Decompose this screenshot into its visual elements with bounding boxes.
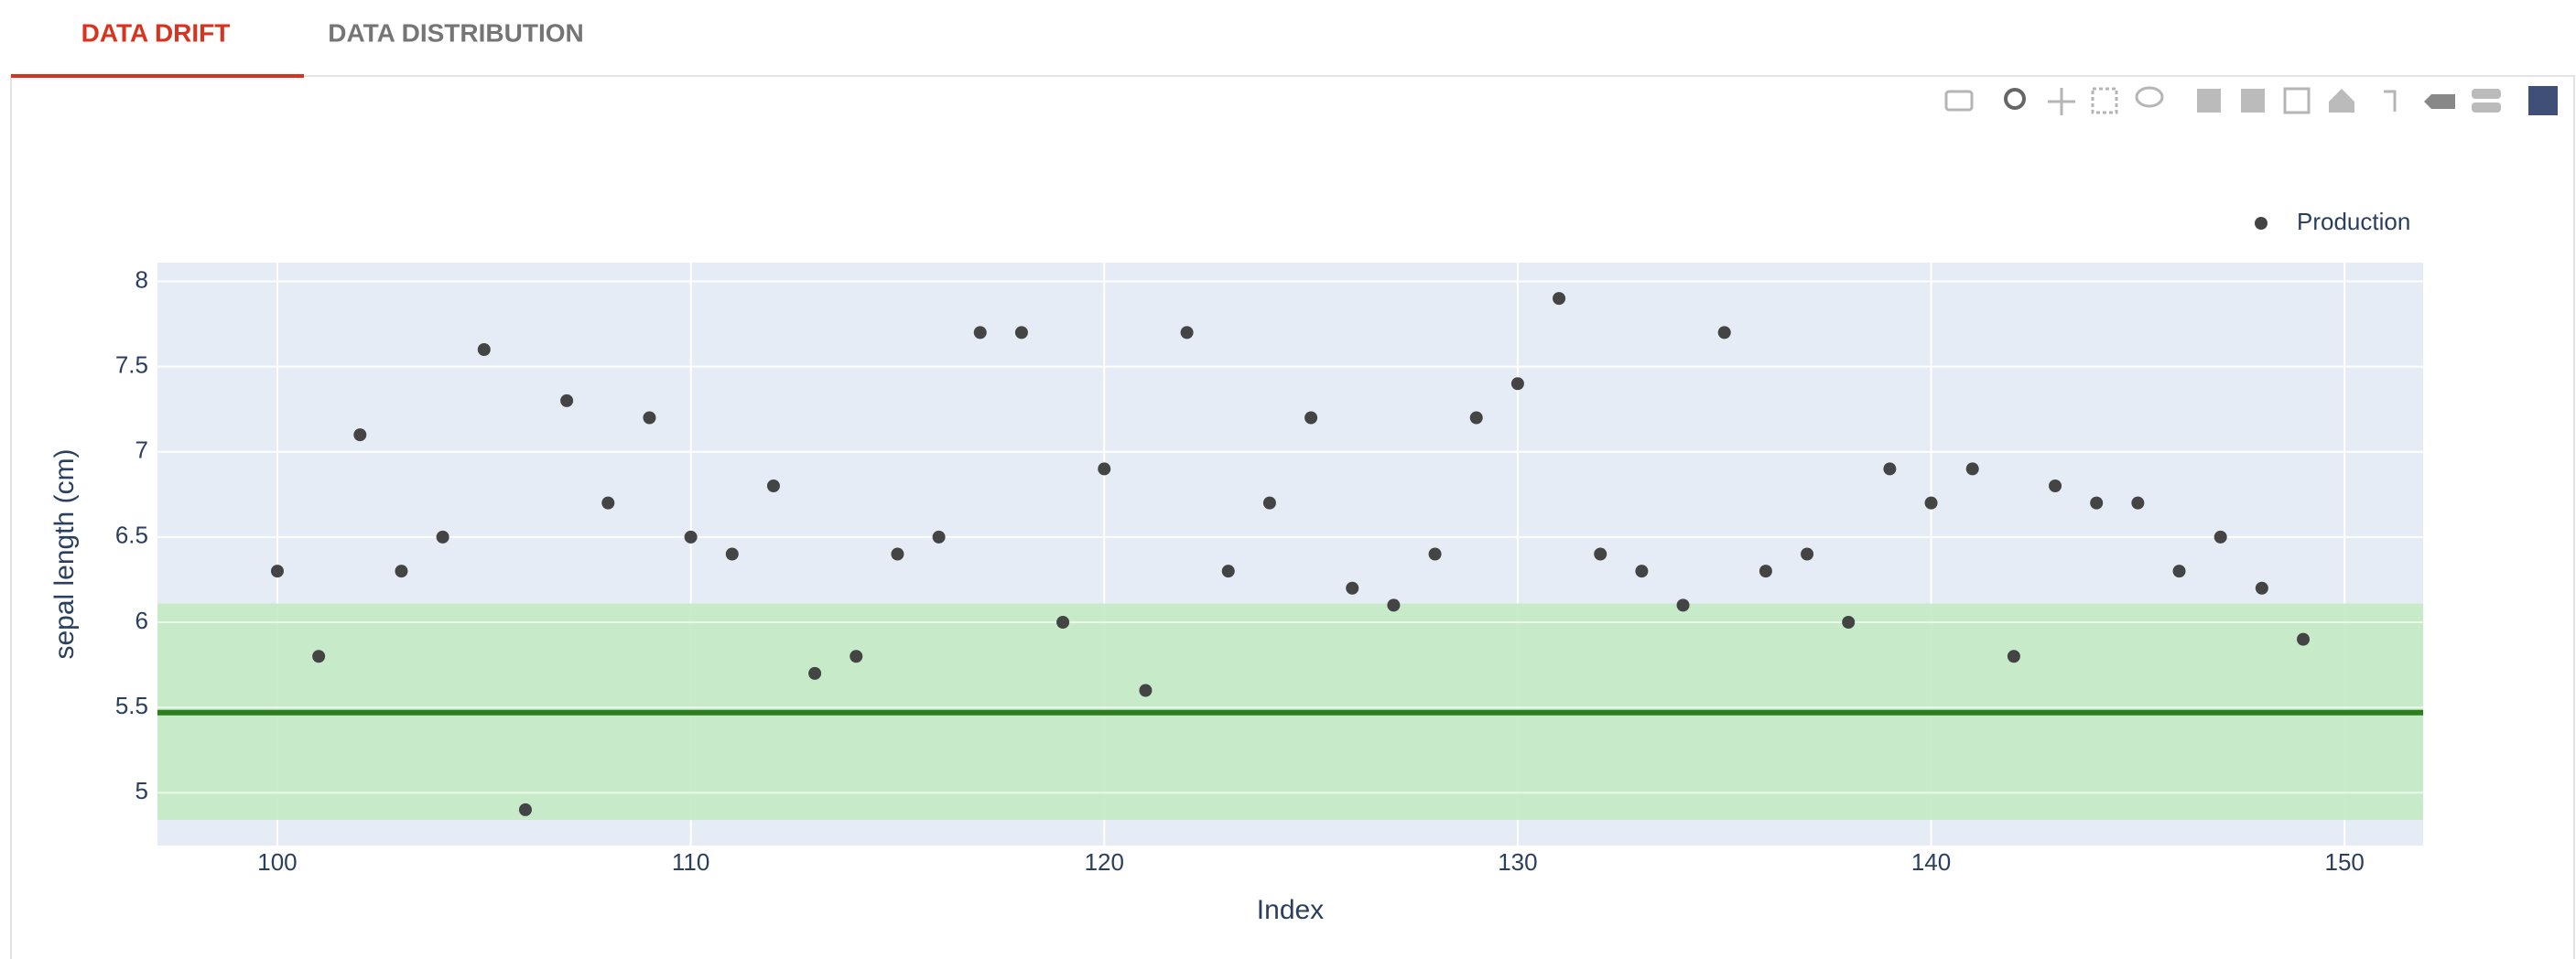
data-point [312,650,326,663]
data-point [1759,565,1772,578]
data-point [1221,565,1235,578]
data-point [353,428,367,442]
legend-marker[interactable] [2255,217,2268,230]
data-point [2131,496,2145,510]
y-tick-label: 7 [135,436,148,464]
data-point [1139,684,1153,697]
hover-compare-icon[interactable] [2472,89,2501,99]
x-tick-label: 120 [1085,848,1124,876]
zoom-out-icon[interactable] [2241,89,2265,113]
x-tick-label: 150 [2324,848,2364,876]
zoom-in-icon[interactable] [2197,89,2221,113]
data-point [1428,547,1442,561]
data-point [1842,616,1856,630]
data-point [1594,547,1607,561]
data-point [477,342,491,356]
data-point [1510,377,1524,391]
data-point [270,565,284,578]
y-tick-label: 5.5 [115,692,148,719]
chart: 5 5.5 6 6.5 7 7.5 8 100 110 120 130 140 150 Index sepa… [49,208,2423,925]
x-tick-label: 140 [1911,848,1951,876]
data-point [1801,547,1814,561]
data-point [1469,411,1483,425]
data-point [2172,565,2186,578]
data-point [1346,581,1359,595]
data-point [2007,650,2020,663]
y-tick-label: 8 [135,265,148,293]
data-point [766,479,780,492]
data-point [973,326,987,339]
data-point [850,650,863,663]
reset-icon[interactable] [2329,89,2354,113]
data-point [2090,496,2104,510]
y-tick-label: 5 [135,777,148,804]
x-tick-label: 130 [1498,848,1537,876]
autoscale-icon[interactable] [2283,87,2311,114]
data-point [2049,479,2062,492]
data-point [395,565,408,578]
data-point [2297,632,2311,646]
x-axis-title: Index [1257,895,1324,925]
tab-label[interactable]: DATA DRIFT [81,18,231,47]
data-point [1965,462,1979,476]
data-point [684,530,698,544]
y-axis-title: sepal length (cm) [49,448,80,659]
hover-compare-icon-2[interactable] [2472,102,2501,113]
data-point [1056,616,1070,630]
data-point [891,547,904,561]
toolbar [1944,86,2558,115]
legend-label[interactable]: Production [2297,208,2410,235]
data-point [560,393,574,407]
tab-label[interactable]: DATA DISTRIBUTION [328,18,583,47]
data-point [1014,326,1028,339]
data-point [1924,496,1938,510]
data-point [932,530,946,544]
data-point [601,496,615,510]
y-tick-label: 6.5 [115,522,148,549]
data-point [1387,598,1401,612]
data-point [643,411,656,425]
spike-icon[interactable] [2384,90,2397,112]
data-point [518,803,532,816]
data-point [2213,530,2227,544]
data-point [1098,462,1111,476]
pan-icon[interactable] [2048,88,2075,115]
tab-underline [11,74,304,78]
data-point [1304,411,1318,425]
x-tick-label: 110 [672,848,709,876]
data-point [2255,581,2268,595]
data-point [1717,326,1731,339]
camera-icon[interactable] [1944,90,1974,112]
data-point [1883,462,1897,476]
data-point [808,666,822,680]
box-select-icon[interactable] [2091,87,2118,114]
x-tick-label: 100 [257,848,297,876]
data-point [1635,565,1649,578]
data-point [1676,598,1690,612]
card [10,75,2575,959]
zoom-icon[interactable] [2004,88,2026,110]
data-point [1262,496,1276,510]
y-tick-label: 7.5 [115,350,148,378]
data-point [725,547,739,561]
lasso-icon[interactable] [2135,86,2164,108]
tabs: DATA DRIFT DATA DISTRIBUTION [11,18,584,78]
y-tick-label: 6 [135,607,148,634]
data-point [436,530,449,544]
plotly-logo[interactable] [2528,86,2558,115]
hover-closest-icon[interactable] [2424,94,2455,109]
data-point [1553,292,1566,306]
data-point [1180,326,1194,339]
